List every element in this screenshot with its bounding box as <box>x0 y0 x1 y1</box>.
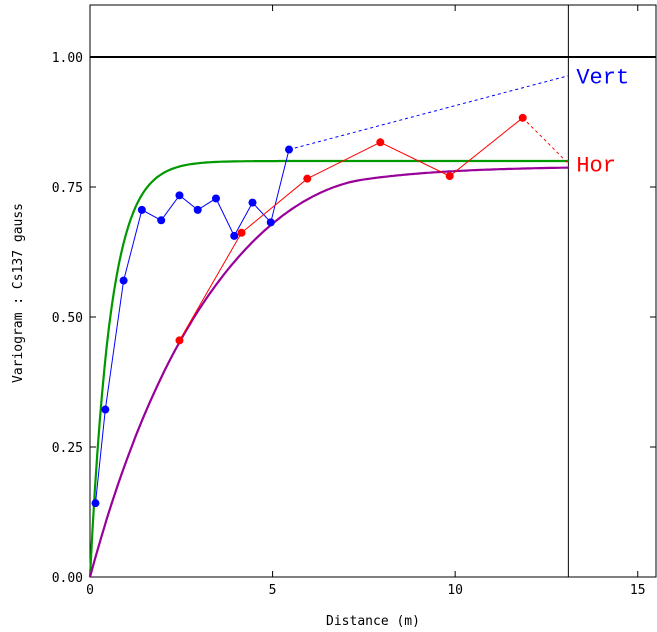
x-tick-label: 0 <box>86 583 94 598</box>
y-axis-title: Variogram : Cs137 gauss <box>11 203 26 383</box>
x-tick-label: 10 <box>447 583 463 598</box>
model-curve <box>88 166 569 578</box>
experimental-series <box>91 75 569 508</box>
experimental-line <box>95 149 290 504</box>
data-point <box>237 228 246 237</box>
data-point <box>266 218 275 227</box>
data-point <box>175 191 184 200</box>
x-tick-label: 5 <box>269 583 277 598</box>
model-curves <box>88 159 569 578</box>
x-tick-label: 15 <box>630 583 646 598</box>
y-tick-label: 0.75 <box>52 181 83 196</box>
data-point <box>230 231 239 240</box>
data-point <box>101 405 110 414</box>
experimental-extension-line <box>288 75 569 151</box>
direction-labels: Vert Hor <box>576 66 629 179</box>
data-point <box>137 205 146 214</box>
data-point <box>91 499 100 508</box>
series-label: Vert <box>576 66 629 91</box>
y-tick-label: 0.25 <box>52 441 83 456</box>
data-point <box>303 174 312 183</box>
experimental-line <box>179 117 524 341</box>
y-tick-label: 1.00 <box>52 51 83 66</box>
data-point <box>175 336 184 345</box>
experimental-extension-line <box>522 117 569 164</box>
data-point <box>119 276 128 285</box>
data-point <box>376 138 385 147</box>
x-axis-title: Distance (m) <box>326 614 420 629</box>
y-tick-label: 0.00 <box>52 571 83 586</box>
model-curve <box>88 159 569 578</box>
data-point <box>285 145 294 154</box>
data-point <box>445 172 454 181</box>
data-point <box>157 216 166 225</box>
data-point <box>248 198 257 207</box>
data-point <box>211 194 220 203</box>
data-point <box>518 113 527 122</box>
x-axis: 0 5 10 15 <box>86 5 646 598</box>
plot-frame <box>89 4 657 578</box>
series-label: Hor <box>576 154 616 179</box>
y-axis: 0.00 0.25 0.50 0.75 1.00 <box>52 51 656 586</box>
data-point <box>193 205 202 214</box>
y-tick-label: 0.50 <box>52 311 83 326</box>
